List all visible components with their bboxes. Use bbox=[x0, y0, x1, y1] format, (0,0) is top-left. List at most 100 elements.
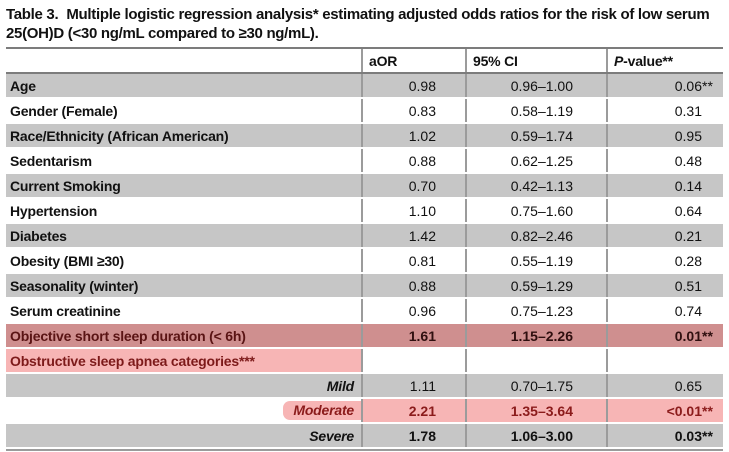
pvalue-value: 0.51 bbox=[674, 277, 702, 294]
table-caption-text: Multiple logistic regression analysis* e… bbox=[6, 6, 710, 42]
ci-cell: 0.59–1.74 bbox=[465, 124, 606, 147]
row-label: Age bbox=[10, 77, 36, 94]
pvalue-value: 0.21 bbox=[674, 227, 702, 244]
aor-cell bbox=[361, 349, 465, 372]
aor-cell: 1.10 bbox=[361, 199, 465, 222]
pvalue-stars: ** bbox=[702, 327, 713, 344]
pvalue-cell: 0.14 bbox=[606, 174, 723, 197]
ci-value: 0.75–1.60 bbox=[510, 202, 573, 219]
pvalue-value: 0.95 bbox=[674, 127, 702, 144]
ci-value: 1.15–2.26 bbox=[510, 327, 573, 344]
aor-value: 0.70 bbox=[408, 177, 436, 194]
row-label-cell: Obesity (BMI ≥30) bbox=[6, 249, 361, 272]
aor-cell: 1.61 bbox=[361, 324, 465, 347]
pvalue-cell: 0.95 bbox=[606, 124, 723, 147]
aor-value: 1.11 bbox=[409, 377, 436, 394]
ci-cell: 0.59–1.29 bbox=[465, 274, 606, 297]
pvalue-cell bbox=[606, 349, 723, 372]
ci-value: 0.55–1.19 bbox=[510, 252, 573, 269]
row-label: Gender (Female) bbox=[10, 102, 118, 119]
row-label-cell: Obstructive sleep apnea categories*** bbox=[6, 349, 361, 372]
ci-cell: 0.62–1.25 bbox=[465, 149, 606, 172]
table-row: Seasonality (winter) 0.88 0.59–1.29 0.51 bbox=[6, 274, 723, 299]
table-row: Sedentarism 0.88 0.62–1.25 0.48 bbox=[6, 149, 723, 174]
pvalue-cell: 0.74 bbox=[606, 299, 723, 322]
row-label: Severe bbox=[309, 427, 354, 444]
table-row: Objective short sleep duration (< 6h) 1.… bbox=[6, 324, 723, 349]
ci-value: 0.59–1.29 bbox=[510, 277, 573, 294]
aor-cell: 0.88 bbox=[361, 274, 465, 297]
table-row: Obstructive sleep apnea categories*** bbox=[6, 349, 723, 374]
aor-cell: 1.42 bbox=[361, 224, 465, 247]
table-row: Current Smoking 0.70 0.42–1.13 0.14 bbox=[6, 174, 723, 199]
table-row: Diabetes 1.42 0.82–2.46 0.21 bbox=[6, 224, 723, 249]
row-label: Objective short sleep duration (< 6h) bbox=[10, 327, 246, 344]
pvalue-stars: ** bbox=[702, 427, 713, 444]
row-label: Current Smoking bbox=[10, 177, 121, 194]
row-label-cell: Mild bbox=[6, 374, 361, 397]
row-label: Seasonality (winter) bbox=[10, 277, 139, 294]
aor-cell: 1.78 bbox=[361, 424, 465, 447]
ci-value: 0.58–1.19 bbox=[510, 102, 573, 119]
row-label-cell: Seasonality (winter) bbox=[6, 274, 361, 297]
aor-value: 0.88 bbox=[408, 277, 436, 294]
pvalue-value: 0.03 bbox=[674, 427, 702, 444]
ci-cell: 1.06–3.00 bbox=[465, 424, 606, 447]
pvalue-value: <0.01 bbox=[666, 402, 702, 419]
ci-cell: 1.35–3.64 bbox=[465, 399, 606, 422]
ci-value: 0.59–1.74 bbox=[510, 127, 573, 144]
header-aor-label: aOR bbox=[369, 52, 398, 69]
aor-value: 1.10 bbox=[408, 202, 436, 219]
table-row: Mild 1.11 0.70–1.75 0.65 bbox=[6, 374, 723, 399]
ci-cell: 0.96–1.00 bbox=[465, 74, 606, 97]
row-label-cell: Gender (Female) bbox=[6, 99, 361, 122]
aor-value: 0.81 bbox=[408, 252, 436, 269]
aor-value: 2.21 bbox=[408, 402, 436, 419]
pvalue-value: 0.65 bbox=[674, 377, 702, 394]
header-ci-cell: 95% CI bbox=[465, 49, 606, 72]
pvalue-value: 0.48 bbox=[674, 152, 702, 169]
row-label: Obstructive sleep apnea categories*** bbox=[10, 352, 255, 369]
row-label: Diabetes bbox=[10, 227, 67, 244]
row-label: Sedentarism bbox=[10, 152, 92, 169]
pvalue-cell: 0.48 bbox=[606, 149, 723, 172]
pvalue-cell: 0.01 ** bbox=[606, 324, 723, 347]
pvalue-value: 0.06 bbox=[674, 77, 702, 94]
ci-cell: 1.15–2.26 bbox=[465, 324, 606, 347]
header-aor-cell: aOR bbox=[361, 49, 465, 72]
ci-value: 1.35–3.64 bbox=[510, 402, 573, 419]
row-label: Obesity (BMI ≥30) bbox=[10, 252, 124, 269]
aor-value: 1.78 bbox=[408, 427, 436, 444]
row-label-cell: Sedentarism bbox=[6, 149, 361, 172]
aor-cell: 0.70 bbox=[361, 174, 465, 197]
aor-cell: 0.98 bbox=[361, 74, 465, 97]
row-label-cell: Current Smoking bbox=[6, 174, 361, 197]
aor-cell: 2.21 bbox=[361, 399, 465, 422]
table-row: Serum creatinine 0.96 0.75–1.23 0.74 bbox=[6, 299, 723, 324]
row-label-cell: Serum creatinine bbox=[6, 299, 361, 322]
ci-cell: 0.82–2.46 bbox=[465, 224, 606, 247]
pvalue-value: 0.01 bbox=[674, 327, 702, 344]
aor-cell: 1.02 bbox=[361, 124, 465, 147]
aor-value: 1.61 bbox=[408, 327, 436, 344]
aor-value: 1.02 bbox=[408, 127, 436, 144]
pvalue-value: 0.31 bbox=[674, 102, 702, 119]
row-label: Mild bbox=[326, 377, 354, 394]
row-label-cell: Diabetes bbox=[6, 224, 361, 247]
pvalue-stars: ** bbox=[702, 77, 713, 94]
regression-table: aOR 95% CI P-value** Age 0.98 0.96–1.00 … bbox=[6, 47, 723, 451]
header-pvalue-label: P-value** bbox=[614, 52, 673, 69]
pvalue-cell: 0.03 ** bbox=[606, 424, 723, 447]
aor-cell: 0.83 bbox=[361, 99, 465, 122]
pvalue-stars: ** bbox=[702, 402, 713, 419]
ci-cell: 0.75–1.60 bbox=[465, 199, 606, 222]
ci-value: 0.42–1.13 bbox=[510, 177, 573, 194]
table-row: Age 0.98 0.96–1.00 0.06 ** bbox=[6, 74, 723, 99]
table-header-row: aOR 95% CI P-value** bbox=[6, 49, 723, 74]
table-caption: Table 3. Multiple logistic regression ana… bbox=[6, 5, 723, 43]
row-label: Race/Ethnicity (African American) bbox=[10, 127, 229, 144]
aor-value: 0.83 bbox=[408, 102, 436, 119]
ci-cell: 0.55–1.19 bbox=[465, 249, 606, 272]
row-label: Serum creatinine bbox=[10, 302, 121, 319]
pvalue-value: 0.64 bbox=[674, 202, 702, 219]
